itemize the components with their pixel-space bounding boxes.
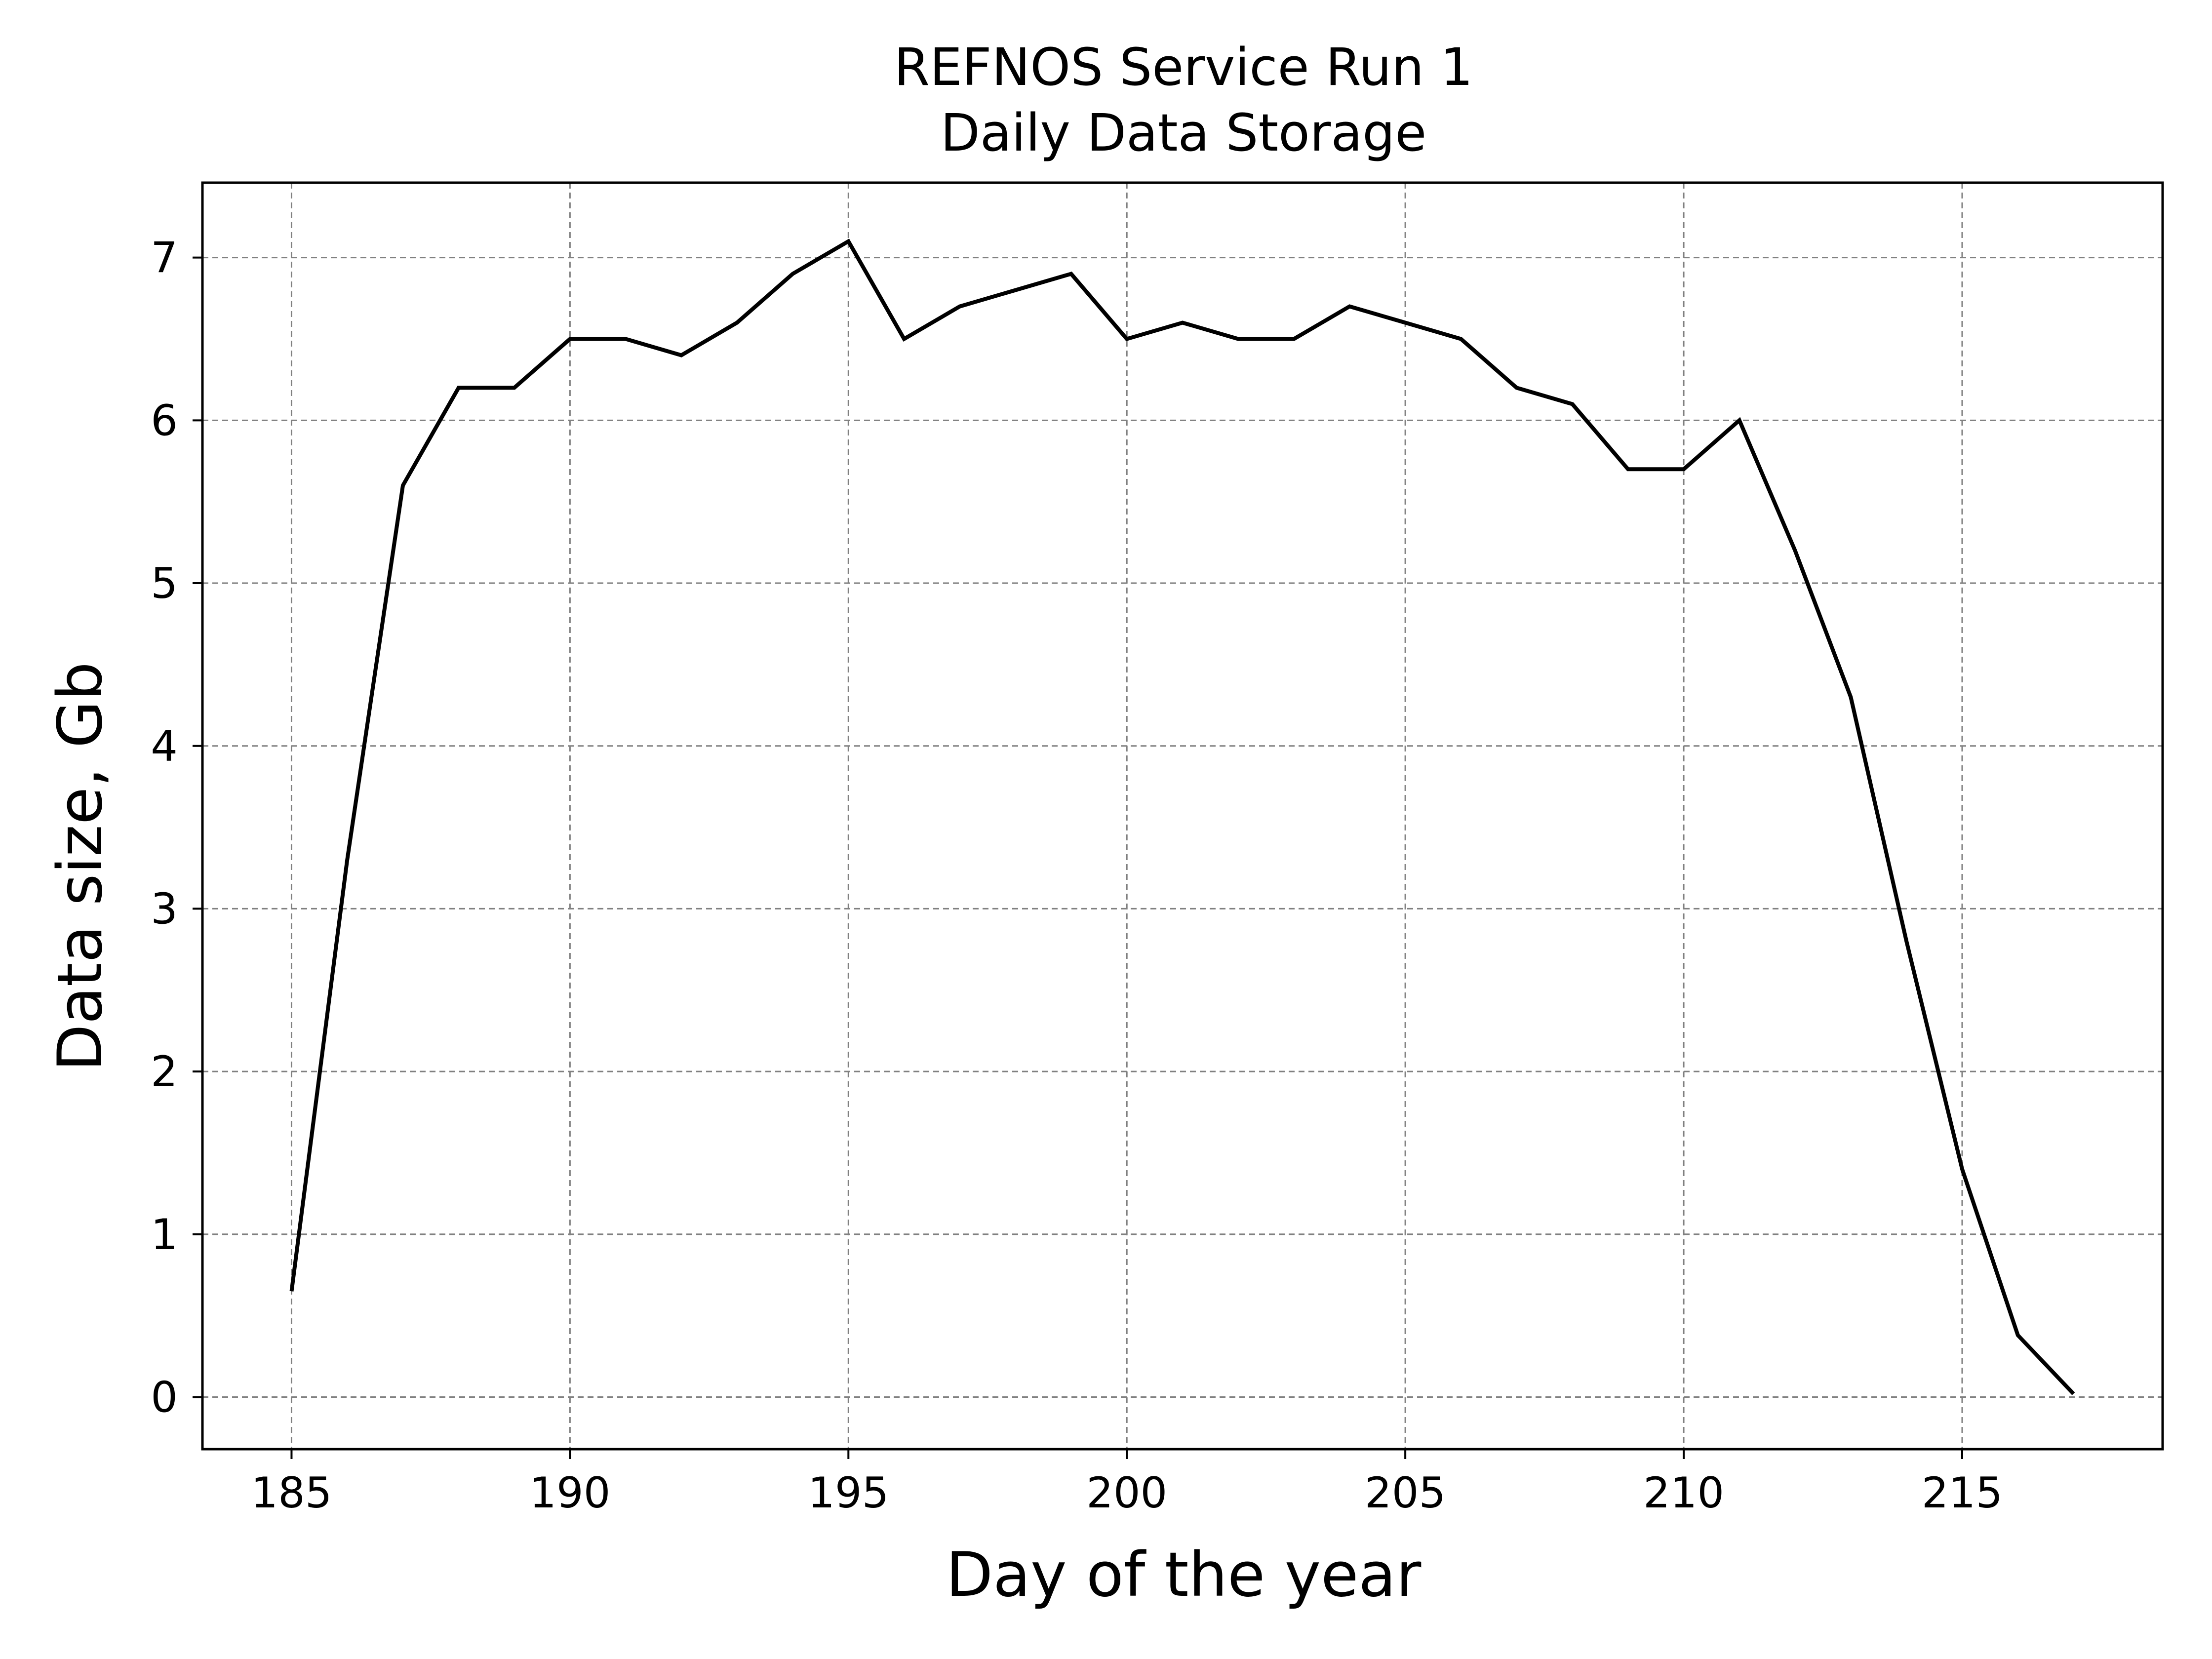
plot-frame [201, 181, 2164, 1451]
x-tick-label: 195 [808, 1468, 889, 1518]
x-tick-label: 205 [1365, 1468, 1446, 1518]
series-line [289, 238, 2075, 1395]
y-tick-label: 3 [151, 884, 178, 934]
y-axis-label: Data size, Gb [45, 662, 116, 1071]
y-tick-label: 1 [151, 1210, 178, 1260]
x-tick-label: 200 [1086, 1468, 1167, 1518]
y-tick-label: 5 [151, 559, 178, 608]
x-tick-label: 190 [529, 1468, 610, 1518]
series-group [289, 238, 2075, 1395]
x-axis-label: Day of the year [946, 1540, 1422, 1611]
y-tick-label: 2 [151, 1047, 178, 1097]
y-tick-label: 6 [151, 396, 178, 445]
y-tick-label: 0 [151, 1373, 178, 1422]
x-tick-label: 210 [1643, 1468, 1724, 1518]
x-tick-label: 185 [251, 1468, 332, 1518]
y-axis-ticks: 0 1 2 3 4 5 6 7 [151, 234, 202, 1422]
y-tick-label: 4 [151, 722, 178, 771]
x-tick-label: 215 [1922, 1468, 2003, 1518]
y-tick-label: 7 [151, 234, 178, 283]
chart-title: REFNOS Service Run 1 [894, 37, 1473, 97]
chart-subtitle: Daily Data Storage [941, 103, 1427, 163]
x-axis-ticks: 185 190 195 200 205 210 215 [251, 1449, 2003, 1518]
grid [202, 183, 2163, 1449]
